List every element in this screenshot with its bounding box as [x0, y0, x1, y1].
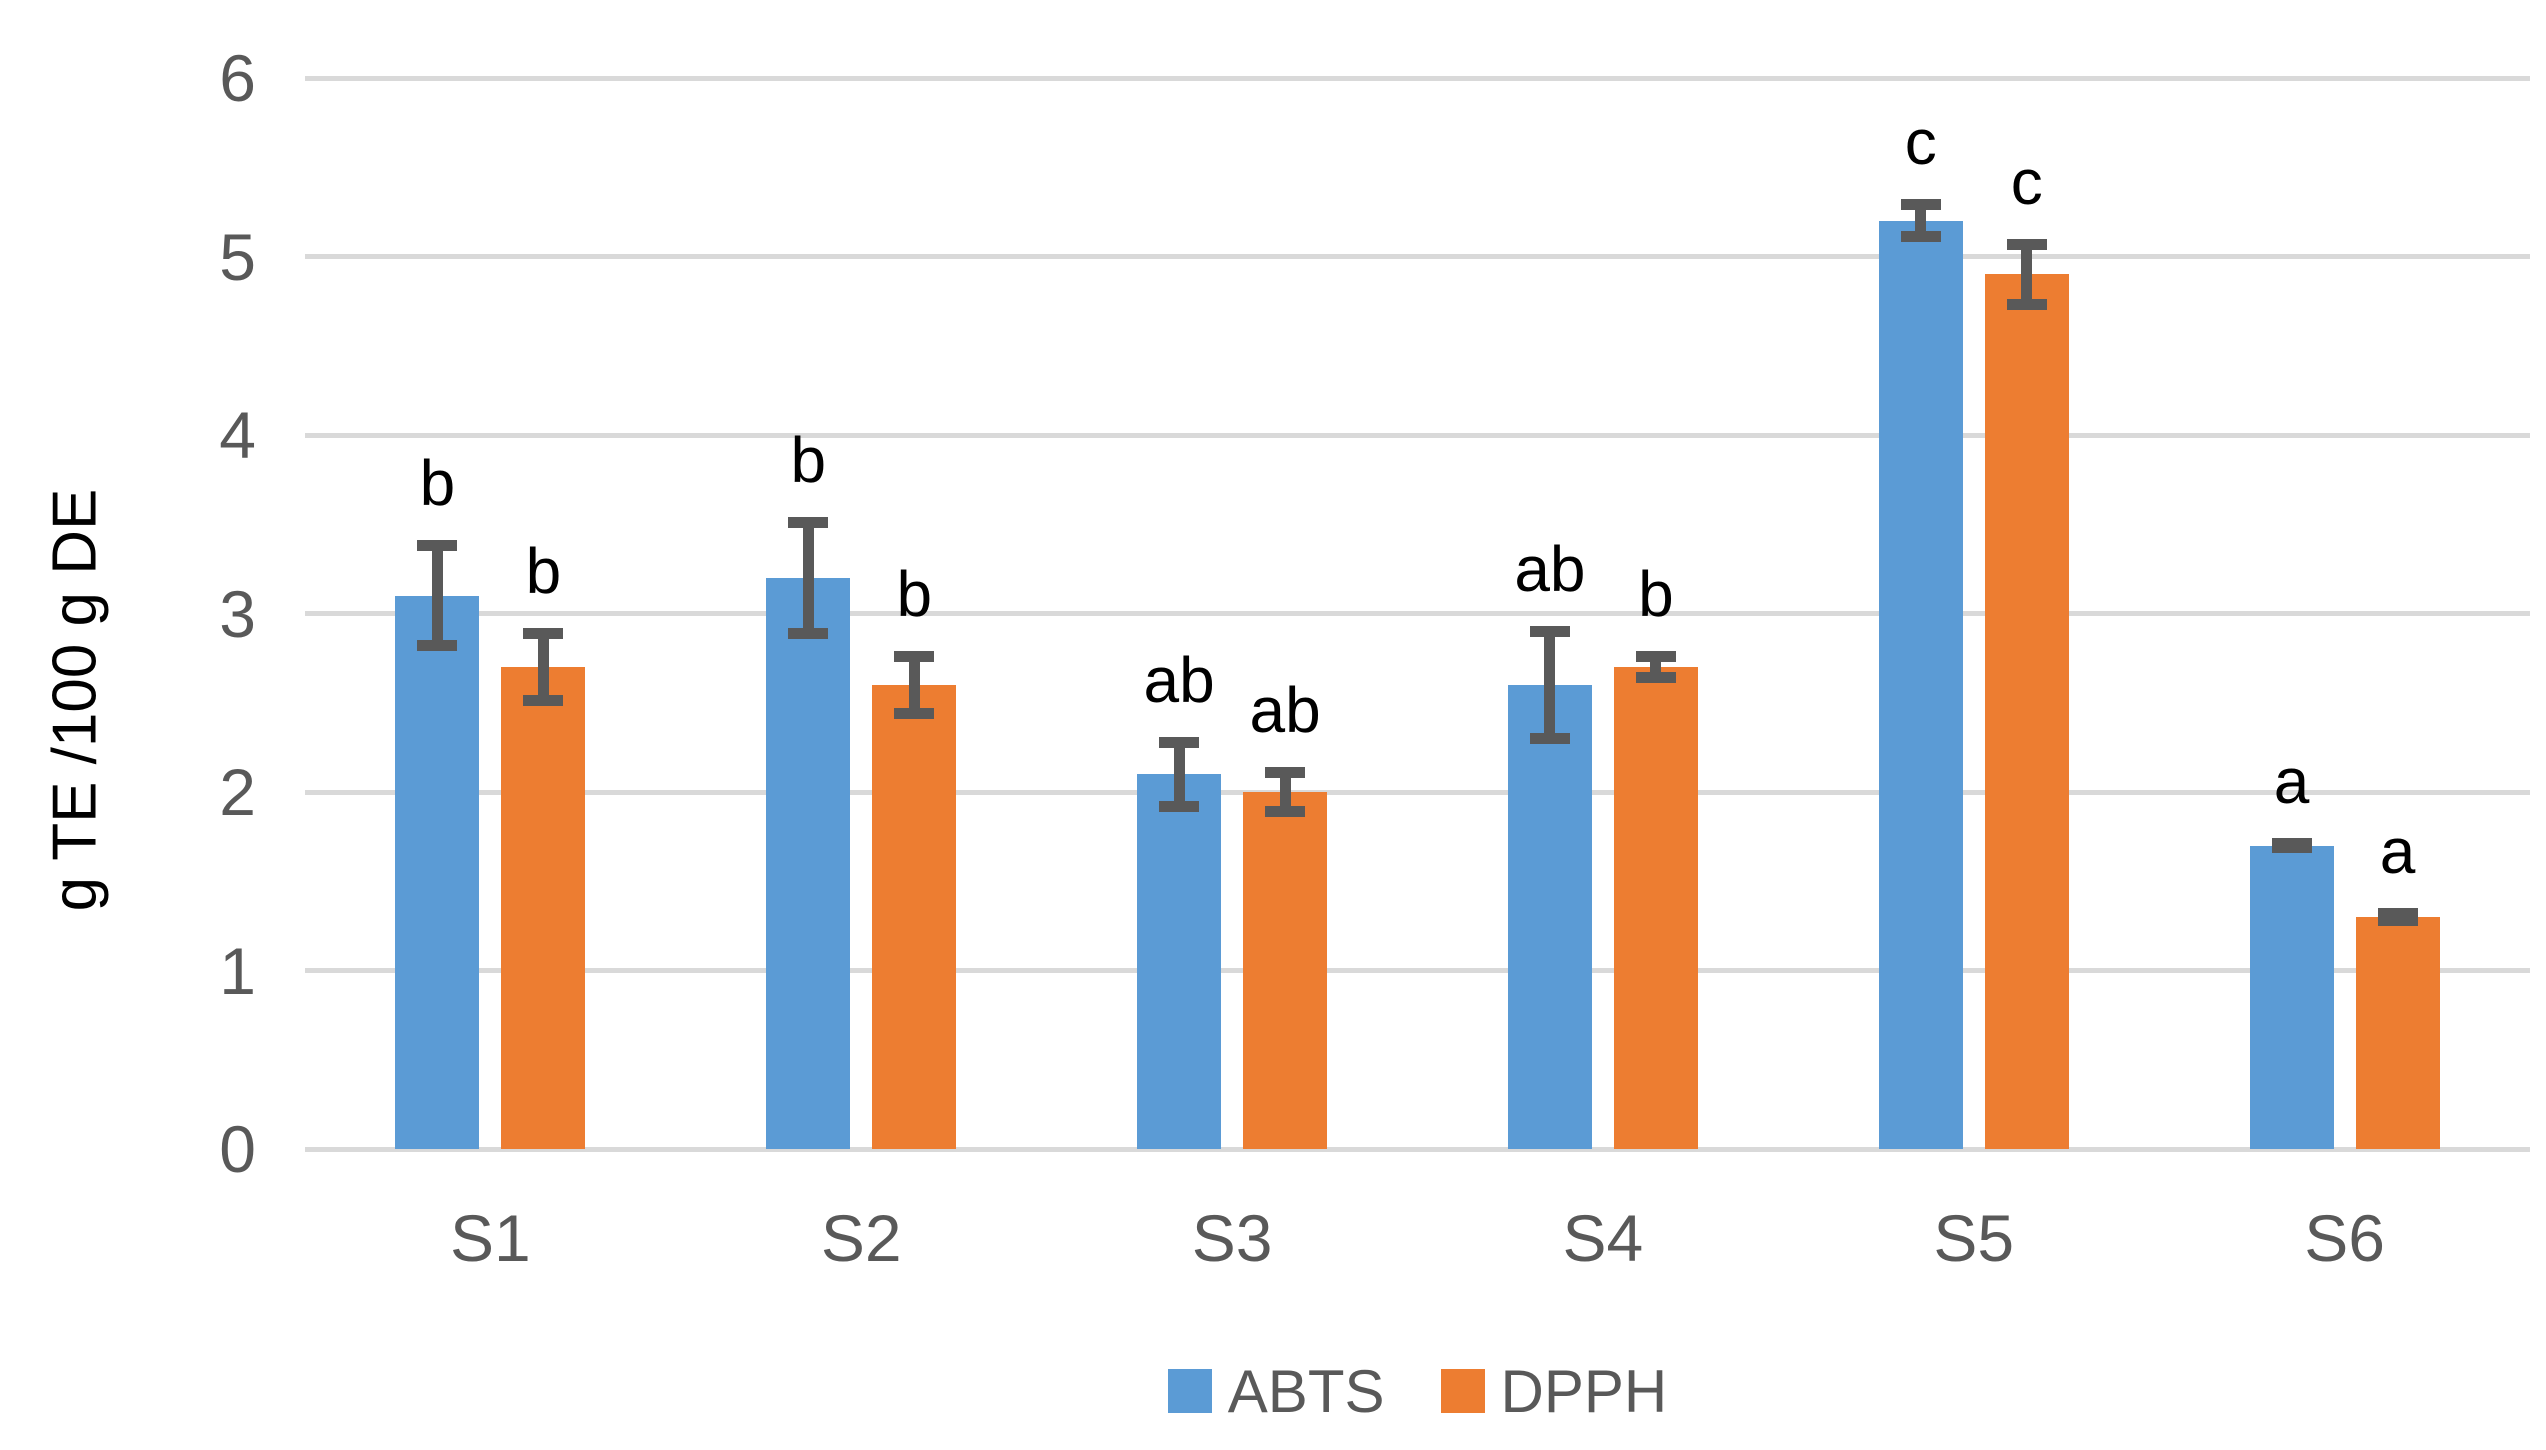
error-bar-cap-bottom-dpph-s6	[2377, 914, 2418, 926]
significance-letter-abts-s4: ab	[1514, 533, 1586, 605]
gridline-y6	[305, 75, 2530, 81]
significance-letter-dpph-s6: a	[2379, 815, 2416, 888]
error-bar-cap-bottom-abts-s1	[417, 640, 458, 651]
significance-letter-abts-s3: ab	[1143, 643, 1215, 716]
bar-abts-s5	[1878, 220, 1963, 1149]
gridline-y0	[305, 1146, 2530, 1152]
error-bar-cap-top-dpph-s6	[2377, 908, 2418, 920]
y-tick-label-3: 3	[219, 576, 256, 651]
x-axis-label-s4: S4	[1562, 1201, 1644, 1275]
legend-entry-abts: ABTS	[1167, 1357, 1385, 1426]
error-bar-cap-top-abts-s1	[417, 540, 458, 552]
y-tick-label-5: 5	[219, 219, 256, 294]
error-bar-line-abts-s1	[431, 540, 443, 651]
y-tick-label-0: 0	[219, 1112, 256, 1186]
legend-swatch-abts	[1167, 1369, 1212, 1413]
bar-abts-s3	[1137, 774, 1222, 1149]
error-bar-cap-top-dpph-s1	[523, 627, 564, 639]
error-bar-line-dpph-s4	[1650, 651, 1662, 684]
significance-letter-dpph-s3: ab	[1249, 674, 1321, 747]
legend-label-dpph: DPPH	[1500, 1357, 1668, 1425]
bar-dpph-s3	[1243, 792, 1328, 1149]
bar-abts-s1	[395, 595, 480, 1149]
error-bar-cap-top-abts-s5	[1900, 199, 1941, 211]
error-bar-line-abts-s4	[1544, 626, 1556, 744]
gridline-y2	[305, 789, 2530, 795]
y-tick-label-6: 6	[219, 41, 256, 115]
significance-letter-abts-s5: c	[1904, 106, 1937, 179]
error-bar-cap-top-dpph-s2	[894, 651, 935, 662]
bar-dpph-s5	[1984, 274, 2069, 1149]
significance-letter-abts-s6: a	[2273, 745, 2310, 818]
gridline-y4	[305, 432, 2530, 438]
y-tick-label-2: 2	[219, 755, 256, 829]
significance-letter-abts-s2: b	[790, 424, 827, 497]
error-bar-cap-top-abts-s3	[1159, 736, 1200, 748]
error-bar-line-dpph-s1	[537, 627, 549, 707]
error-bar-line-dpph-s2	[908, 651, 920, 719]
error-bar-cap-bottom-dpph-s4	[1635, 672, 1676, 684]
error-bar-cap-top-abts-s2	[788, 517, 829, 529]
x-axis-label-s1: S1	[450, 1201, 531, 1275]
error-bar-line-abts-s5	[1915, 199, 1927, 243]
error-bar-cap-bottom-dpph-s2	[894, 707, 935, 719]
bar-dpph-s6	[2355, 916, 2440, 1149]
error-bar-cap-bottom-abts-s3	[1159, 800, 1200, 812]
legend-swatch-dpph	[1440, 1369, 1485, 1413]
error-bar-cap-top-dpph-s5	[2006, 238, 2047, 250]
x-axis-label-s6: S6	[2304, 1201, 2385, 1275]
significance-letter-dpph-s1: b	[525, 534, 562, 607]
error-bar-cap-bottom-abts-s6	[2271, 841, 2312, 853]
x-axis-label-s3: S3	[1191, 1201, 1273, 1275]
legend: ABTS DPPH	[305, 1356, 2530, 1426]
bar-dpph-s1	[501, 667, 586, 1149]
error-bar-line-dpph-s5	[2021, 238, 2033, 311]
error-bar-cap-bottom-dpph-s1	[523, 695, 564, 707]
error-bar-line-abts-s2	[802, 517, 814, 639]
error-bar-cap-bottom-dpph-s5	[2006, 299, 2047, 311]
y-tick-label-1: 1	[219, 933, 256, 1008]
significance-letter-dpph-s2: b	[896, 558, 933, 630]
x-axis-label-s5: S5	[1933, 1201, 2015, 1275]
error-bar-line-abts-s3	[1173, 736, 1185, 812]
error-bar-cap-bottom-abts-s5	[1900, 231, 1941, 243]
error-bar-cap-bottom-abts-s2	[788, 627, 829, 639]
plot-area: b b b b ab ab ab b c c a a	[305, 75, 2530, 1152]
legend-entry-dpph: DPPH	[1440, 1357, 1668, 1426]
bar-abts-s4	[1507, 684, 1592, 1149]
significance-letter-dpph-s4: b	[1638, 558, 1674, 630]
bar-abts-s6	[2249, 845, 2334, 1149]
y-tick-label-4: 4	[219, 398, 256, 472]
error-bar-cap-top-dpph-s3	[1265, 767, 1306, 779]
gridline-y5	[305, 254, 2530, 259]
x-axis-label-s2: S2	[820, 1201, 902, 1275]
significance-letter-abts-s1: b	[419, 447, 456, 520]
bar-dpph-s2	[872, 684, 957, 1149]
bar-abts-s2	[766, 577, 851, 1149]
gridline-y1	[305, 968, 2530, 973]
error-bar-cap-top-dpph-s4	[1635, 651, 1676, 662]
legend-label-abts: ABTS	[1227, 1357, 1385, 1425]
bar-dpph-s4	[1613, 667, 1698, 1149]
y-axis-title: g TE /100 g DE	[40, 488, 110, 912]
significance-letter-dpph-s5: c	[2010, 145, 2043, 218]
error-bar-cap-top-abts-s4	[1529, 626, 1570, 637]
error-bar-line-dpph-s3	[1279, 767, 1291, 817]
error-bar-cap-bottom-abts-s4	[1529, 732, 1570, 744]
error-bar-cap-bottom-dpph-s3	[1265, 806, 1306, 817]
gridline-y3	[305, 611, 2530, 616]
